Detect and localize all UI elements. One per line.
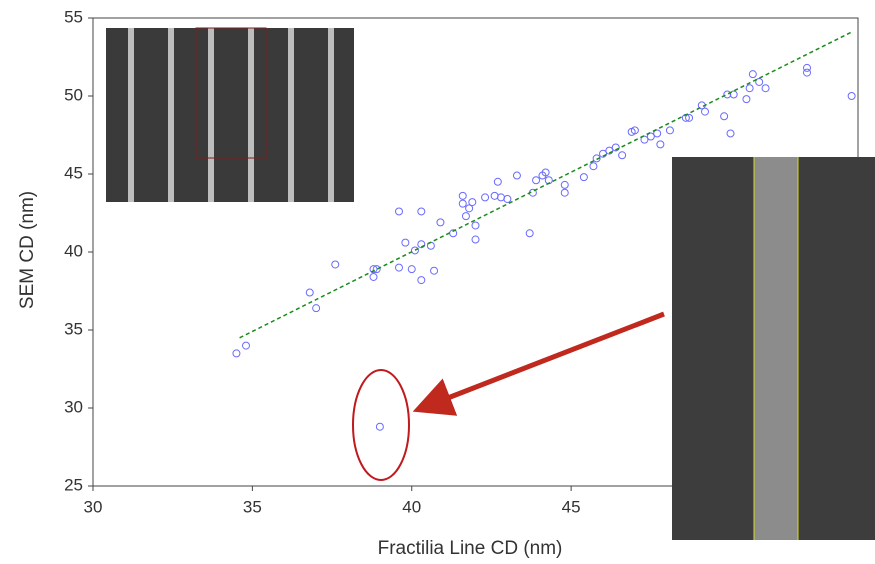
point [372,265,381,274]
point [407,265,416,274]
point [375,422,384,431]
y-tick-label: 40 [64,241,83,260]
point [417,240,426,249]
point [395,263,403,272]
point [748,70,757,79]
point [646,132,655,141]
point [656,140,665,149]
outlier-circle [352,369,410,481]
point [665,126,674,135]
y-tick-label: 35 [64,319,83,338]
point [331,260,340,269]
y-axis-label: SEM CD (nm) [17,191,38,309]
x-tick-label: 30 [84,497,103,516]
x-axis-label: Fractilia Line CD (nm) [378,538,563,559]
point [417,276,426,285]
y-tick-label: 45 [64,163,83,182]
point [430,266,439,275]
point [803,68,811,77]
point [640,135,649,144]
arrow [412,311,665,416]
point [490,191,499,200]
point [481,193,490,202]
point [471,235,480,244]
point [436,218,445,227]
marks [88,17,856,491]
point [726,129,735,138]
point [458,199,467,208]
point [701,107,709,116]
point [532,176,541,185]
y-tick-label: 50 [64,85,83,104]
point [369,265,378,274]
point [497,193,505,202]
point [503,194,512,203]
point [541,168,550,177]
x-tick-label: 35 [243,497,262,516]
point [560,180,569,189]
point [729,90,738,99]
point [803,63,811,72]
y-tick-label: 25 [64,475,83,494]
point [242,341,250,350]
trend-line [239,31,852,339]
point [599,149,607,158]
point [611,143,620,152]
point [761,84,770,93]
point [589,162,598,171]
x-tick-label: 40 [402,497,421,516]
point [401,238,410,247]
point [468,198,477,207]
point [745,84,754,93]
point [742,95,751,104]
point [232,349,241,358]
point [755,77,764,86]
y-tick-label: 30 [64,397,83,416]
point [493,177,502,186]
point [720,112,729,121]
point [458,191,467,200]
inset-box [195,27,267,159]
point [395,207,403,216]
sem-inset [106,28,354,202]
point [685,113,694,122]
point [410,246,419,255]
point [847,92,856,100]
point [512,171,521,180]
point [653,129,662,138]
point [461,212,470,221]
point [560,188,569,197]
x-tick-label: 45 [562,497,581,516]
point [305,288,314,297]
line-body [754,157,798,540]
point [369,272,378,281]
point [605,146,614,155]
point [618,151,627,160]
point [630,126,639,135]
point [525,229,534,238]
point [312,304,321,313]
point [579,173,588,182]
point [723,90,732,99]
point [465,204,474,213]
point [417,207,426,216]
point [471,221,480,230]
y-tick-label: 55 [64,7,83,26]
